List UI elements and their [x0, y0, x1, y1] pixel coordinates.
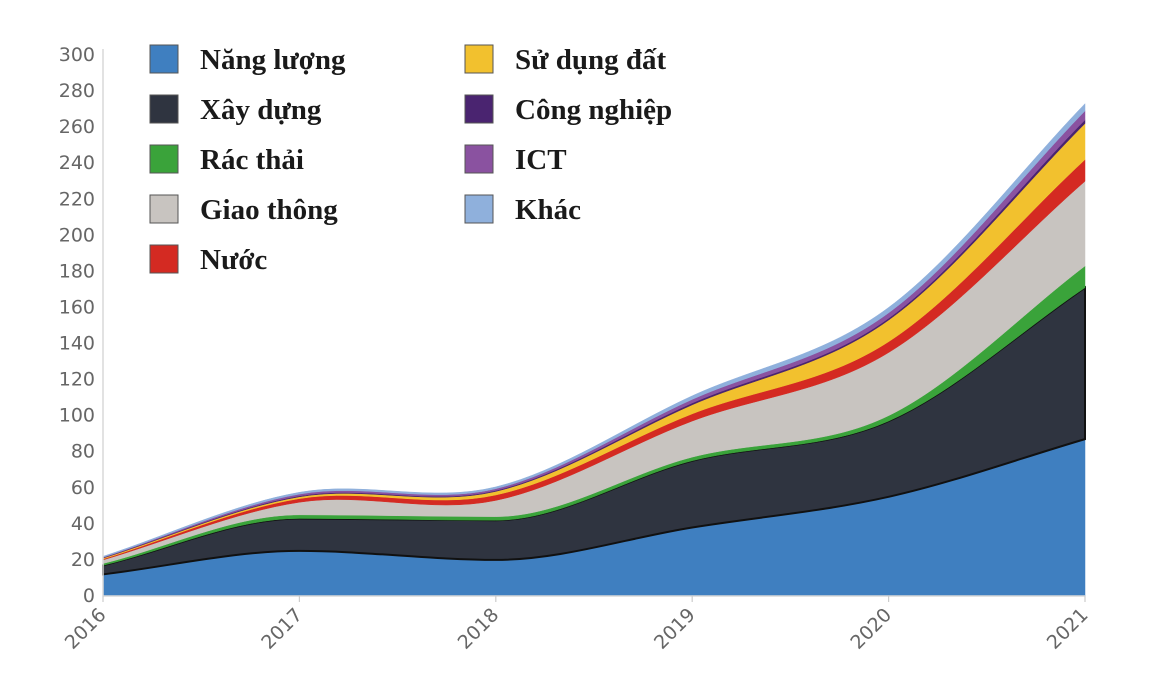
legend-item: Rác thải	[149, 144, 304, 176]
legend-label: Khác	[515, 194, 581, 226]
legend-label: Sử dụng đất	[515, 44, 667, 76]
legend-label: Năng lượng	[200, 44, 346, 76]
y-tick-label: 260	[59, 116, 95, 138]
legend-item: ICT	[464, 144, 567, 176]
y-tick-label: 40	[71, 513, 95, 535]
legend-item: Nước	[149, 244, 267, 276]
legend-swatch	[464, 144, 494, 174]
legend-swatch	[149, 244, 179, 274]
legend-label: Nước	[200, 244, 267, 276]
x-tick-label: 2021	[1043, 604, 1093, 654]
area-khac	[102, 103, 1086, 558]
legend-swatch	[149, 44, 179, 74]
y-tick-label: 20	[71, 549, 95, 571]
y-tick-label: 100	[59, 405, 95, 427]
y-tick-label: 140	[59, 333, 95, 355]
y-tick-label: 160	[59, 296, 95, 318]
x-tick-label: 2019	[650, 604, 700, 654]
legend-label: ICT	[515, 144, 567, 176]
x-tick-label: 2016	[61, 604, 111, 654]
y-tick-label: 220	[59, 188, 95, 210]
legend-swatch	[464, 44, 494, 74]
y-tick-label: 80	[71, 441, 95, 463]
y-tick-label: 0	[83, 585, 95, 607]
y-tick-label: 200	[59, 224, 95, 246]
y-tick-label: 240	[59, 152, 95, 174]
area-series-group	[102, 103, 1086, 597]
legend-item: Xây dựng	[149, 94, 322, 126]
legend-item: Năng lượng	[149, 44, 346, 76]
x-tick-label: 2018	[454, 604, 504, 654]
legend-swatch	[464, 94, 494, 124]
y-tick-label: 120	[59, 369, 95, 391]
legend-swatch	[149, 144, 179, 174]
legend-swatch	[149, 94, 179, 124]
y-tick-label: 300	[59, 44, 95, 66]
legend-swatch	[464, 194, 494, 224]
y-tick-label: 280	[59, 80, 95, 102]
legend-item: Sử dụng đất	[464, 44, 667, 76]
x-axis: 2016 2017 2018 2019 2020 2021	[61, 595, 1093, 654]
legend-label: Xây dựng	[200, 94, 322, 126]
legend-label: Rác thải	[200, 144, 304, 176]
legend-item: Khác	[464, 194, 581, 226]
legend-label: Công nghiệp	[515, 94, 672, 126]
y-axis: 0 20 40 60 80 100 120 140 160 180 200 220 240 260 280 3…	[59, 44, 104, 607]
legend-label: Giao thông	[200, 194, 338, 226]
y-tick-label: 180	[59, 260, 95, 282]
legend-item: Giao thông	[149, 194, 338, 226]
legend-item: Công nghiệp	[464, 94, 672, 126]
legend: Năng lượng Xây dựng Rác thải Giao thông Nước…	[149, 44, 672, 276]
y-tick-label: 60	[71, 477, 95, 499]
legend-swatch	[149, 194, 179, 224]
x-tick-label: 2020	[846, 604, 896, 654]
x-tick-label: 2017	[257, 604, 307, 654]
